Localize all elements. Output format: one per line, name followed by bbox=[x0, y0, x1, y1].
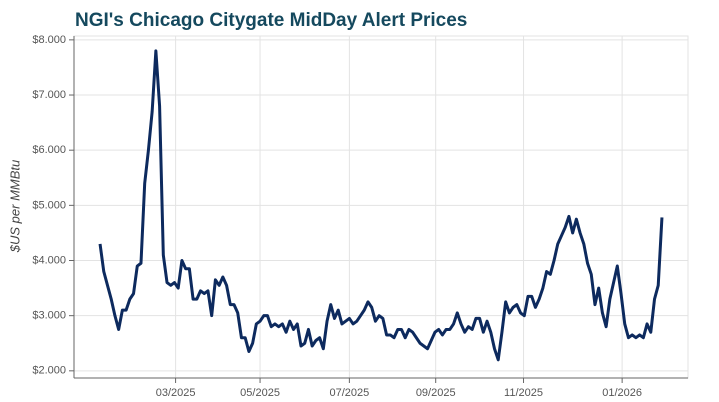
x-tick-label: 01/2026 bbox=[602, 387, 642, 399]
x-tick-label: 09/2025 bbox=[416, 387, 456, 399]
x-tick-label: 05/2025 bbox=[240, 387, 280, 399]
y-tick-label: $5.000 bbox=[32, 199, 66, 211]
y-tick-label: $8.000 bbox=[32, 34, 66, 46]
y-tick-label: $3.000 bbox=[32, 310, 66, 322]
price-line bbox=[98, 49, 664, 362]
y-tick-label: $7.000 bbox=[32, 89, 66, 101]
x-tick-label: 11/2025 bbox=[504, 387, 543, 399]
x-tick-label: 07/2025 bbox=[329, 387, 369, 399]
chart-title: NGI's Chicago Citygate MidDay Alert Pric… bbox=[75, 10, 467, 31]
y-tick-label: $2.000 bbox=[32, 365, 66, 377]
plot-area bbox=[73, 35, 689, 379]
y-axis-label: $US per MMBtu bbox=[7, 160, 22, 253]
x-tick-label: 03/2025 bbox=[156, 387, 196, 399]
y-tick-label: $6.000 bbox=[32, 144, 66, 156]
y-tick-label: $4.000 bbox=[32, 254, 66, 266]
